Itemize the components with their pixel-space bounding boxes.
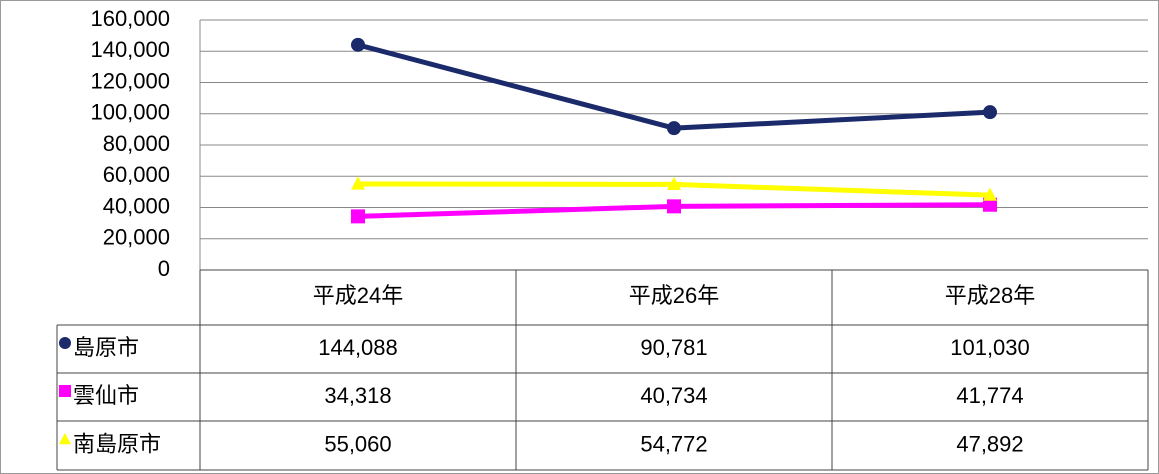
table-value: 90,781 [640, 335, 707, 360]
marker [667, 199, 681, 214]
y-tick-label: 40,000 [103, 193, 170, 218]
marker [983, 187, 997, 201]
marker [351, 209, 365, 224]
table-value: 54,772 [640, 431, 707, 456]
legend-label: 島原市 [73, 335, 139, 360]
table-value: 41,774 [956, 383, 1023, 408]
x-tick-label: 平成24年 [313, 283, 403, 308]
marker [983, 197, 997, 212]
y-tick-label: 60,000 [103, 162, 170, 187]
table-value: 144,088 [318, 335, 398, 360]
table-value: 34,318 [324, 383, 391, 408]
y-tick-label: 100,000 [90, 100, 170, 125]
marker [59, 385, 71, 397]
y-tick-label: 160,000 [90, 6, 170, 31]
marker [351, 37, 365, 52]
x-tick-label: 平成28年 [945, 283, 1035, 308]
marker [59, 432, 71, 445]
marker [983, 105, 997, 120]
table-value: 40,734 [640, 383, 707, 408]
x-tick-label: 平成26年 [629, 283, 719, 308]
marker [667, 176, 681, 191]
table-value: 101,030 [950, 335, 1030, 360]
y-tick-label: 0 [158, 256, 170, 281]
table-value: 55,060 [324, 431, 391, 456]
y-tick-label: 140,000 [90, 37, 170, 62]
y-tick-label: 80,000 [103, 131, 170, 156]
legend-label: 南島原市 [73, 431, 161, 456]
marker [667, 121, 681, 136]
y-tick-label: 20,000 [103, 225, 170, 250]
marker [59, 337, 71, 349]
y-tick-label: 120,000 [90, 68, 170, 93]
legend-label: 雲仙市 [73, 383, 139, 408]
marker [351, 176, 365, 190]
table-value: 47,892 [956, 431, 1023, 456]
